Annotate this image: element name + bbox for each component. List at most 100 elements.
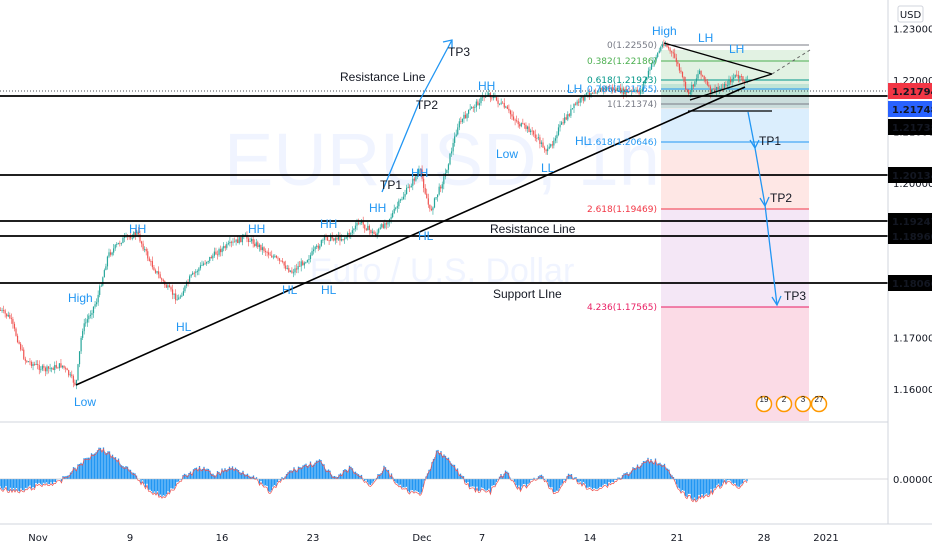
candle-body [371, 231, 374, 234]
swing-label: HH [248, 222, 265, 236]
candle-body [375, 234, 377, 236]
candle-body [297, 265, 299, 270]
candle-body [743, 81, 746, 83]
candle-body [221, 248, 223, 253]
candle-body [165, 285, 167, 288]
candle-body [286, 268, 288, 269]
candle-body [201, 264, 203, 266]
candle-body [232, 241, 234, 243]
candle-body [342, 239, 344, 240]
candle-body [370, 229, 372, 234]
candle-body [292, 272, 295, 274]
candle-body [212, 255, 214, 259]
candle-body [247, 238, 250, 242]
swing-label: Low [74, 395, 96, 409]
candle-body [106, 256, 109, 267]
candle-body [299, 265, 301, 267]
candle-body [429, 204, 431, 209]
candle-body [556, 134, 558, 139]
candle-body [322, 239, 324, 241]
candle-body [68, 370, 70, 376]
candle-body [584, 94, 586, 101]
x-tick-label: 28 [758, 533, 771, 544]
candle-body [477, 101, 479, 106]
candle-body [672, 52, 674, 54]
swing-label: High [652, 24, 677, 38]
candle-body [596, 92, 598, 94]
candle-body [373, 231, 375, 235]
candle-body [320, 240, 322, 246]
event-badges[interactable]: 19 2 3 27 [755, 395, 828, 413]
candle-body [525, 124, 527, 129]
candle-body [441, 184, 443, 189]
event-badge-count: 2 [782, 395, 787, 404]
price-axis[interactable]: 1.230001.220001.210001.200001.190001.180… [893, 25, 932, 397]
candle-body [55, 365, 57, 368]
event-badge[interactable] [794, 395, 812, 413]
candle-body [32, 363, 34, 366]
candle-body [170, 287, 172, 290]
zone-gray [661, 97, 809, 109]
candle-body [38, 364, 40, 370]
candle-body [610, 87, 612, 90]
candle-body [505, 106, 507, 108]
candle-body [574, 103, 577, 105]
candle-body [255, 242, 257, 247]
candle-body [725, 83, 727, 86]
candle-body [291, 270, 293, 273]
candle-body [519, 124, 521, 127]
candle-body [280, 260, 282, 262]
candle-body [449, 153, 451, 165]
currency-box[interactable] [897, 5, 924, 23]
swing-label: HH [129, 222, 146, 236]
candle-body [579, 98, 581, 103]
fib-projection-zones [661, 50, 809, 421]
fib-level-lines [661, 44, 809, 308]
candle-body [339, 235, 341, 241]
candle-body [151, 261, 153, 268]
swing-label: HH [369, 201, 386, 215]
candle-body [357, 222, 360, 224]
candle-body [43, 365, 45, 368]
candle-body [353, 228, 355, 231]
candle-body [29, 361, 31, 363]
label-tp1-short: TP1 [759, 134, 781, 148]
candle-body [530, 130, 532, 133]
candle-body [16, 335, 19, 343]
swing-label: HL [321, 283, 337, 297]
candle-body [12, 319, 14, 324]
candle-body [547, 148, 549, 152]
candle-body [249, 241, 251, 243]
candle-body [539, 137, 541, 144]
event-badge[interactable] [775, 395, 793, 413]
event-badge[interactable] [810, 395, 828, 413]
candle-body [1, 310, 3, 311]
candle-body [677, 62, 679, 65]
candle-body [167, 285, 169, 288]
candle-body [117, 242, 119, 245]
candle-body [468, 109, 470, 114]
candle-body [288, 268, 290, 272]
candle-body [559, 124, 561, 128]
candle-body [0, 310, 2, 311]
price-badge [888, 213, 932, 229]
candle-body [261, 247, 264, 250]
candle-body [108, 252, 110, 257]
candle-body [361, 221, 363, 223]
event-badge-count: 19 [760, 395, 769, 404]
swing-label: High [68, 291, 93, 305]
candle-body [303, 262, 305, 266]
candle-body [543, 147, 546, 150]
candle-body [334, 238, 336, 241]
time-axis[interactable]: Nov 9 16 23 Dec 7 14 21 28 2021 [28, 533, 838, 544]
candle-body [733, 77, 735, 79]
candle-body [326, 237, 329, 241]
event-badge[interactable] [755, 395, 773, 413]
candle-body [18, 342, 20, 344]
candle-body [426, 193, 428, 199]
candle-body [229, 241, 231, 244]
candle-body [438, 186, 440, 195]
candle-body [196, 271, 198, 272]
swing-labels: Low High HL HH HH HL HH HL HH HH HL HH Low LL HL LH High… [68, 24, 744, 409]
